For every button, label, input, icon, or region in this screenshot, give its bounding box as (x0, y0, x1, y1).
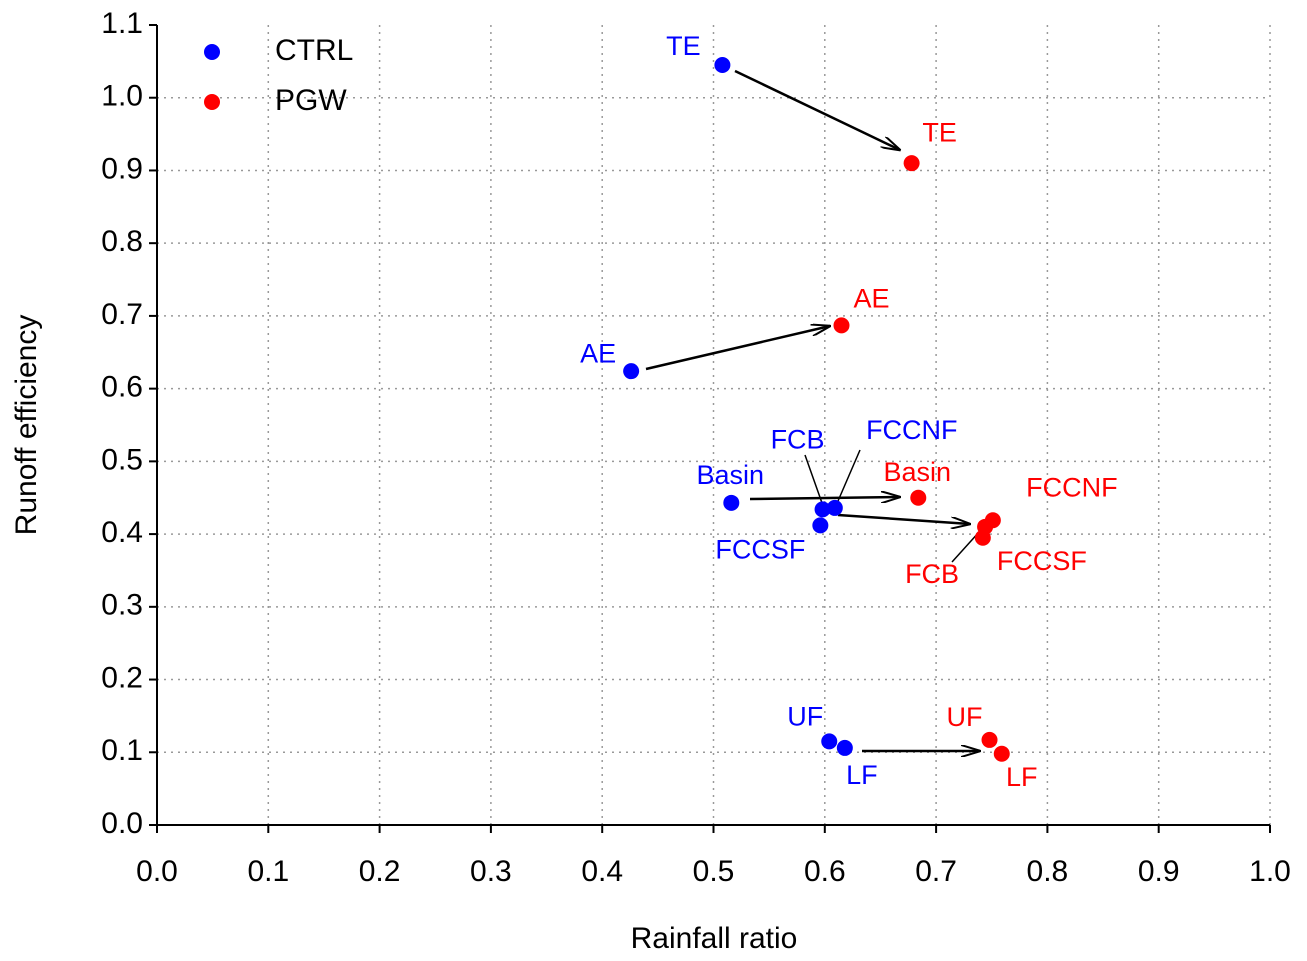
point-label: FCCNF (1026, 472, 1117, 502)
x-axis-label: Rainfall ratio (631, 922, 798, 955)
point-label: Basin (697, 460, 765, 490)
y-tick-label: 0.9 (101, 152, 143, 185)
x-tick-label: 0.6 (804, 855, 846, 888)
point (821, 733, 838, 750)
point-label: FCCSF (997, 546, 1087, 576)
x-tick-label: 0.8 (1027, 855, 1069, 888)
point-label: Basin (884, 457, 952, 487)
legend-marker (204, 94, 220, 110)
y-axis-label: Runoff efficiency (10, 315, 43, 536)
point (826, 499, 843, 516)
y-tick-label: 0.7 (101, 298, 143, 331)
point (714, 57, 731, 73)
arrows (645, 69, 980, 751)
y-tick-label: 1.1 (101, 7, 143, 40)
point (623, 363, 640, 380)
y-tick-label: 0.1 (101, 734, 143, 767)
arrow (734, 69, 900, 150)
point (974, 529, 991, 546)
arrow (645, 326, 830, 371)
legend-label: CTRL (275, 34, 353, 67)
point-label: LF (846, 760, 878, 790)
point (814, 501, 831, 518)
arrow (749, 497, 900, 499)
x-tick-label: 0.2 (359, 855, 401, 888)
point (836, 739, 853, 756)
point (903, 155, 920, 172)
point-label: FCCNF (866, 415, 957, 445)
point-label: AE (580, 338, 616, 368)
y-tick-label: 0.4 (101, 516, 143, 549)
point (993, 745, 1010, 762)
point (723, 494, 740, 511)
x-tick-label: 0.5 (693, 855, 735, 888)
legend-marker (204, 44, 220, 60)
point-label: LF (1006, 762, 1038, 792)
x-tick-label: 0.4 (581, 855, 623, 888)
point (833, 317, 850, 334)
point-label: UF (947, 702, 983, 732)
x-tick-label: 0.3 (470, 855, 512, 888)
point-label: UF (787, 701, 823, 731)
point (984, 512, 1001, 529)
y-tick-label: 0.0 (101, 807, 143, 840)
x-tick-label: 1.0 (1249, 855, 1291, 888)
point-label: TE (666, 31, 701, 61)
x-tick-label: 0.7 (915, 855, 957, 888)
y-tick-label: 0.5 (101, 443, 143, 476)
legend-label: PGW (275, 84, 347, 117)
x-tick-label: 0.0 (136, 855, 178, 888)
y-tick-label: 0.6 (101, 371, 143, 404)
leader-line (837, 449, 861, 502)
point-label: FCB (771, 424, 825, 454)
point (910, 489, 927, 506)
point-label: TE (922, 117, 957, 147)
arrow (837, 513, 970, 524)
point-label: FCCSF (715, 534, 805, 564)
x-tick-label: 0.1 (247, 855, 289, 888)
point (981, 731, 998, 748)
leader-line (804, 454, 823, 504)
y-tick-label: 0.8 (101, 225, 143, 258)
point-label: FCB (905, 559, 959, 589)
point (812, 517, 829, 534)
x-tick-label: 0.9 (1138, 855, 1180, 888)
y-tick-label: 0.3 (101, 589, 143, 622)
y-tick-label: 1.0 (101, 80, 143, 113)
y-tick-label: 0.2 (101, 661, 143, 694)
point-label: AE (853, 283, 889, 313)
